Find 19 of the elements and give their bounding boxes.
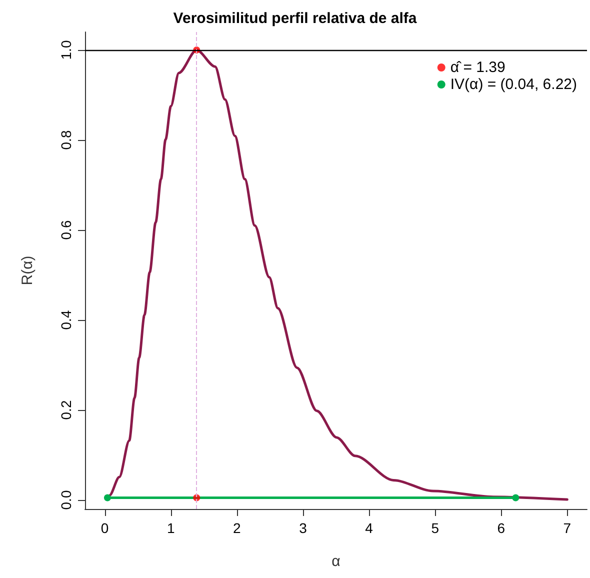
y-tick-label: 1.0: [58, 40, 74, 60]
chart-title: Verosimilitud perfil relativa de alfa: [173, 10, 418, 27]
y-axis-title: R(α): [19, 256, 36, 286]
y-tick-label: 0.4: [58, 310, 74, 330]
x-axis-title: α: [332, 553, 341, 570]
x-tick-label: 4: [365, 520, 374, 536]
x-tick-label: 1: [166, 520, 175, 536]
x-tick-label: 3: [299, 520, 308, 536]
y-tick-label: 0.6: [58, 220, 74, 240]
x-tick-label: 0: [100, 520, 109, 536]
legend-label: α̂ = 1.39: [450, 59, 506, 76]
legend-label: IV(α) = (0.04, 6.22): [450, 76, 578, 93]
x-tick-label: 6: [497, 520, 506, 536]
x-tick-label: 7: [563, 520, 572, 536]
y-tick-label: 0.0: [58, 490, 74, 510]
x-tick-label: 2: [233, 520, 242, 536]
x-tick-label: 5: [431, 520, 440, 536]
y-tick-label: 0.8: [58, 130, 74, 150]
y-tick-label: 0.2: [58, 400, 74, 420]
